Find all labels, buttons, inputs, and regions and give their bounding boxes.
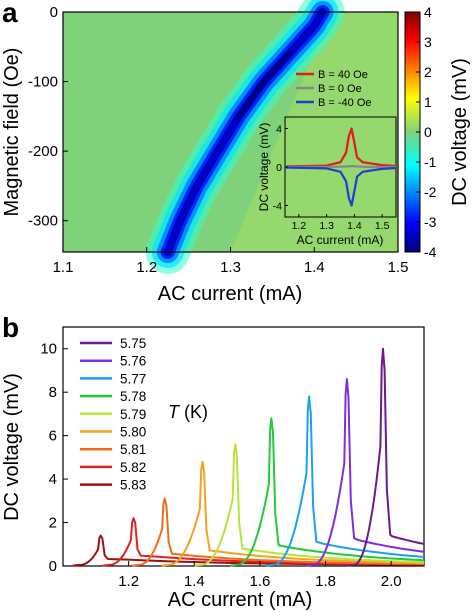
- heatmap-y-tick-label: -300: [28, 213, 58, 230]
- spectra-series-line: [266, 395, 425, 567]
- spectra-y-tick-label: 4: [49, 471, 57, 488]
- spectra-x-axis-label: AC current (mA): [168, 589, 312, 611]
- panel-b-label: b: [2, 312, 19, 343]
- spectra-y-ticks: 0 2 4 6 8 10: [40, 341, 68, 575]
- heatmap-y-tick-label: -200: [28, 143, 58, 160]
- spectra-legend-label: 5.82: [120, 460, 146, 475]
- inset-series-line: [284, 166, 397, 207]
- spectra-legend-label: 5.80: [120, 425, 146, 440]
- spectra-series-line: [72, 534, 424, 567]
- colorbar-tick-label: 3: [424, 34, 432, 50]
- inset-legend-label: B = 0 Oe: [318, 83, 362, 95]
- heatmap-positive-region: [230, 12, 398, 252]
- spectra-y-tick-label: 8: [49, 384, 57, 401]
- colorbar-ticks: 4 3 2 1 0 -1 -2 -3 -4: [416, 4, 437, 260]
- spectra-y-tick-label: 2: [49, 515, 57, 532]
- spectra-x-tick-label: 1.6: [249, 573, 270, 590]
- legend-title: T (K): [168, 402, 208, 422]
- spectra-legend-label: 5.76: [120, 354, 146, 369]
- inset-y-tick-label: 0: [276, 162, 282, 174]
- inset-x-ticks: 1.2 1.3 1.4 1.5: [292, 214, 390, 232]
- spectra-legend-label: 5.78: [120, 389, 146, 404]
- spectra-legend-label: 5.79: [120, 407, 146, 422]
- colorbar-label: DC voltage (mV): [449, 58, 471, 206]
- heatmap-x-axis-label: AC current (mA): [158, 283, 302, 305]
- colorbar-tick-label: -4: [424, 244, 437, 260]
- inset-y-tick-label: 4: [276, 124, 282, 136]
- spectra-frame: [62, 326, 425, 567]
- spectra-series-line: [161, 460, 425, 567]
- colorbar-tick-label: -1: [424, 154, 437, 170]
- colorbar-tick-label: 2: [424, 64, 432, 80]
- spectra-x-tick-label: 2.0: [381, 573, 402, 590]
- heatmap-y-tick-label: 0: [50, 4, 58, 21]
- inset-series-line: [285, 164, 396, 169]
- inset-x-tick-label: 1.3: [319, 220, 334, 232]
- colorbar: 4 3 2 1 0 -1 -2 -3 -4 DC voltage (mV): [404, 4, 471, 260]
- spectra-series-line: [230, 417, 425, 567]
- spectra-legend-label: 5.81: [120, 442, 146, 457]
- spectra-y-axis-label: DC voltage (mV): [1, 373, 23, 521]
- colorbar-tick-label: 1: [424, 94, 432, 110]
- heatmap-x-tick-label: 1.3: [220, 259, 241, 276]
- heatmap-y-ticks: 0 -100 -200 -300: [28, 4, 68, 230]
- heatmap-x-tick-label: 1.4: [304, 259, 325, 276]
- heatmap-layers: [145, 0, 398, 274]
- panel-a-label: a: [2, 0, 18, 28]
- spectra-series-line: [194, 443, 425, 567]
- inset-plot: B = 40 Oe B = 0 Oe B = -40 Oe 1.2 1.3 1.4 1.5…: [257, 69, 397, 247]
- inset-legend: B = 40 Oe B = 0 Oe B = -40 Oe: [296, 69, 372, 109]
- spectra-series: [72, 347, 425, 567]
- colorbar-tick-label: 0: [424, 124, 432, 140]
- spectra-series-line: [346, 347, 425, 567]
- spectra-y-tick-label: 6: [49, 428, 57, 445]
- inset-y-axis-label: DC voltage (mV): [257, 123, 271, 212]
- spectra-legend: 5.75 5.76 5.77 5.78 5.79 5.80 5.81 5.82 5.83: [80, 336, 146, 493]
- heatmap-ridge-core: [236, 51, 292, 119]
- heatmap-x-tick-label: 1.5: [388, 259, 409, 276]
- inset-x-axis-label: AC current (mA): [297, 233, 384, 247]
- heatmap-y-axis-label: Magnetic field (Oe): [1, 48, 23, 217]
- spectra-series-line: [305, 378, 425, 567]
- spectra-legend-label: 5.83: [120, 478, 146, 493]
- colorbar-tick-label: -2: [424, 184, 437, 200]
- spectra-x-tick-label: 1.4: [184, 573, 205, 590]
- heatmap-x-tick-label: 1.1: [53, 259, 74, 276]
- spectra-legend-label: 5.77: [120, 371, 146, 386]
- inset-x-tick-label: 1.5: [375, 220, 390, 232]
- inset-series: [284, 127, 397, 207]
- spectra-y-tick-label: 10: [40, 341, 57, 358]
- legend-title-unit: (K): [179, 402, 208, 422]
- spectra-x-tick-label: 1.2: [118, 573, 139, 590]
- inset-y-tick-label: -4: [273, 200, 282, 212]
- colorbar-tick-label: -3: [424, 214, 437, 230]
- inset-x-tick-label: 1.2: [292, 220, 307, 232]
- heatmap-plot: 1.1 1.2 1.3 1.4 1.5 0 -100 -200 -300 AC current…: [1, 0, 409, 305]
- heatmap-x-ticks: 1.1 1.2 1.3 1.4 1.5: [53, 247, 409, 276]
- heatmap-x-tick-label: 1.2: [136, 259, 157, 276]
- inset-x-tick-label: 1.4: [347, 220, 362, 232]
- spectra-series-line: [131, 497, 425, 567]
- spectra-x-tick-label: 1.8: [315, 573, 336, 590]
- inset-legend-label: B = 40 Oe: [318, 69, 368, 81]
- inset-legend-label: B = -40 Oe: [318, 97, 372, 109]
- panel-a: a 1.1 1.2 1.3 1.4 1.5 0-100-200-300 AC curre…: [1, 0, 471, 305]
- heatmap-y-tick-label: -100: [28, 74, 58, 91]
- inset-y-ticks: 4 0 -4: [273, 124, 288, 212]
- spectra-x-ticks: 1.2 1.4 1.6 1.8 2.0: [118, 561, 402, 590]
- inset-series-line: [284, 127, 397, 168]
- legend-title-symbol: T: [168, 402, 181, 422]
- colorbar-tick-label: 4: [424, 4, 432, 20]
- spectra-legend-label: 5.75: [120, 336, 146, 351]
- spectra-y-tick-label: 0: [49, 558, 57, 575]
